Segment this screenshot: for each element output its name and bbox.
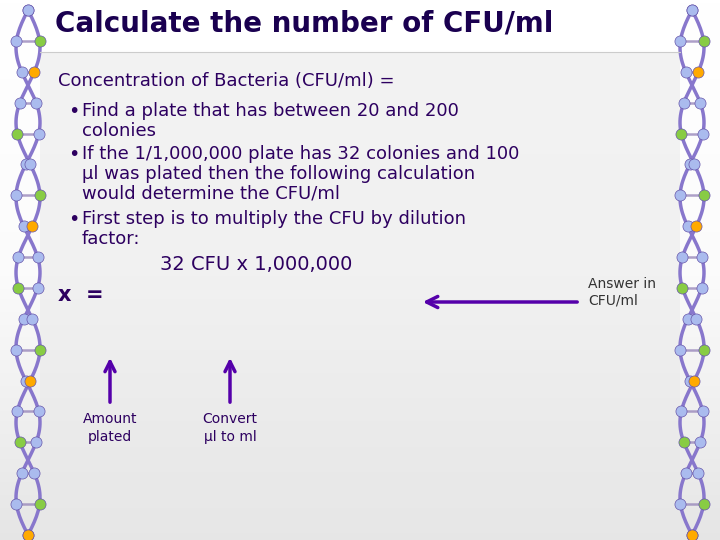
Text: Convert
μl to ml: Convert μl to ml	[202, 412, 258, 444]
Text: Concentration of Bacteria (CFU/ml) =: Concentration of Bacteria (CFU/ml) =	[58, 72, 395, 90]
Text: Amount
plated: Amount plated	[83, 412, 138, 444]
Text: μl was plated then the following calculation: μl was plated then the following calcula…	[82, 165, 475, 183]
Text: •: •	[68, 102, 79, 121]
Text: Answer in
CFU/ml: Answer in CFU/ml	[588, 277, 656, 307]
Text: •: •	[68, 145, 79, 164]
Text: If the 1/1,000,000 plate has 32 colonies and 100: If the 1/1,000,000 plate has 32 colonies…	[82, 145, 519, 163]
Text: would determine the CFU/ml: would determine the CFU/ml	[82, 185, 340, 203]
Text: colonies: colonies	[82, 122, 156, 140]
Text: Calculate the number of CFU/ml: Calculate the number of CFU/ml	[55, 10, 554, 38]
Text: 32 CFU x 1,000,000: 32 CFU x 1,000,000	[160, 255, 352, 274]
Text: Find a plate that has between 20 and 200: Find a plate that has between 20 and 200	[82, 102, 459, 120]
Text: First step is to multiply the CFU by dilution: First step is to multiply the CFU by dil…	[82, 210, 466, 228]
Text: •: •	[68, 210, 79, 229]
Text: x  =: x =	[58, 285, 104, 305]
Bar	[40, 2, 680, 50]
Text: factor:: factor:	[82, 230, 140, 248]
Bar	[40, 52, 680, 540]
